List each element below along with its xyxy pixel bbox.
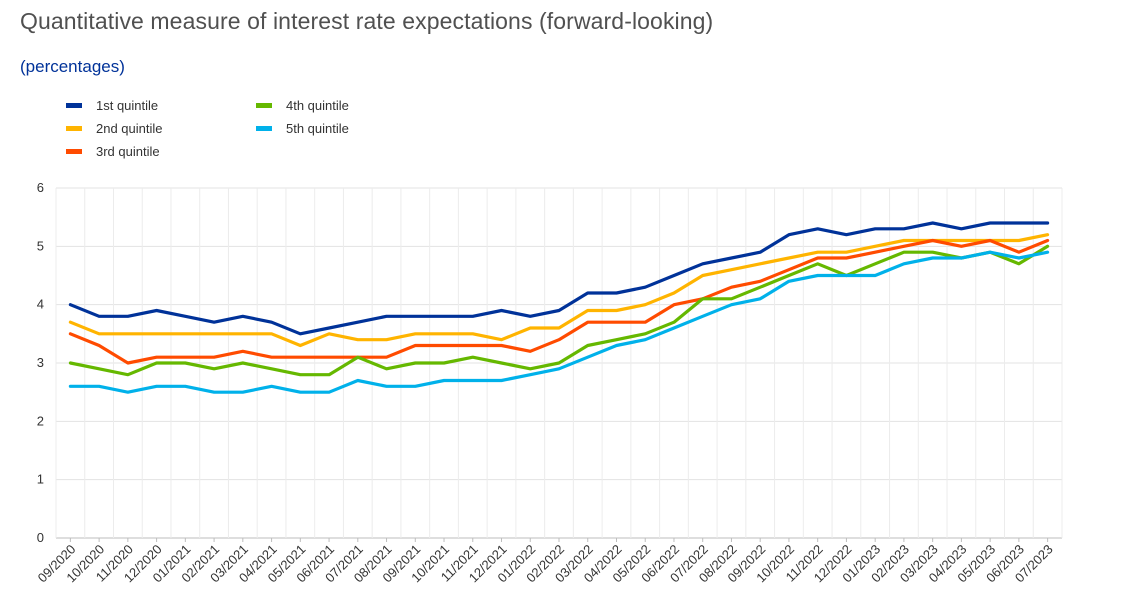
y-tick-label-1: 1 — [37, 472, 44, 487]
legend-swatch-5th-quintile — [256, 125, 272, 131]
legend-item-2nd-quintile: 2nd quintile — [66, 119, 163, 137]
series-line-5th-quintile — [68, 250, 1050, 394]
legend-item-1st-quintile: 1st quintile — [66, 96, 158, 114]
legend-item-5th-quintile: 5th quintile — [256, 119, 349, 137]
legend-label-3rd-quintile: 3rd quintile — [96, 143, 160, 159]
legend-swatch-2nd-quintile — [66, 125, 82, 131]
chart-subtitle: (percentages) — [20, 57, 125, 76]
legend-item-4th-quintile: 4th quintile — [256, 96, 349, 114]
legend-label-4th-quintile: 4th quintile — [286, 97, 349, 113]
legend-label-5th-quintile: 5th quintile — [286, 120, 349, 136]
y-tick-label-5: 5 — [37, 238, 44, 253]
legend-label-1st-quintile: 1st quintile — [96, 97, 159, 113]
series-line-3rd-quintile — [68, 238, 1050, 365]
y-tick-label-4: 4 — [37, 297, 44, 312]
legend-swatch-3rd-quintile — [66, 148, 82, 154]
series-line-1st-quintile — [68, 221, 1050, 336]
series-line-4th-quintile — [68, 244, 1050, 377]
y-tick-label-0: 0 — [37, 530, 44, 545]
y-tick-label-6: 6 — [37, 180, 44, 195]
legend-item-3rd-quintile: 3rd quintile — [66, 142, 160, 160]
chart-legend: 1st quintile 2nd quintile 3rd quintile 4… — [66, 96, 406, 168]
chart-title: Quantitative measure of interest rate ex… — [20, 8, 714, 34]
legend-swatch-4th-quintile — [256, 102, 272, 108]
y-tick-label-2: 2 — [37, 413, 44, 428]
y-tick-label-3: 3 — [37, 355, 44, 370]
legend-label-2nd-quintile: 2nd quintile — [96, 120, 163, 136]
series-line-2nd-quintile — [68, 233, 1050, 348]
legend-swatch-1st-quintile — [66, 102, 82, 108]
